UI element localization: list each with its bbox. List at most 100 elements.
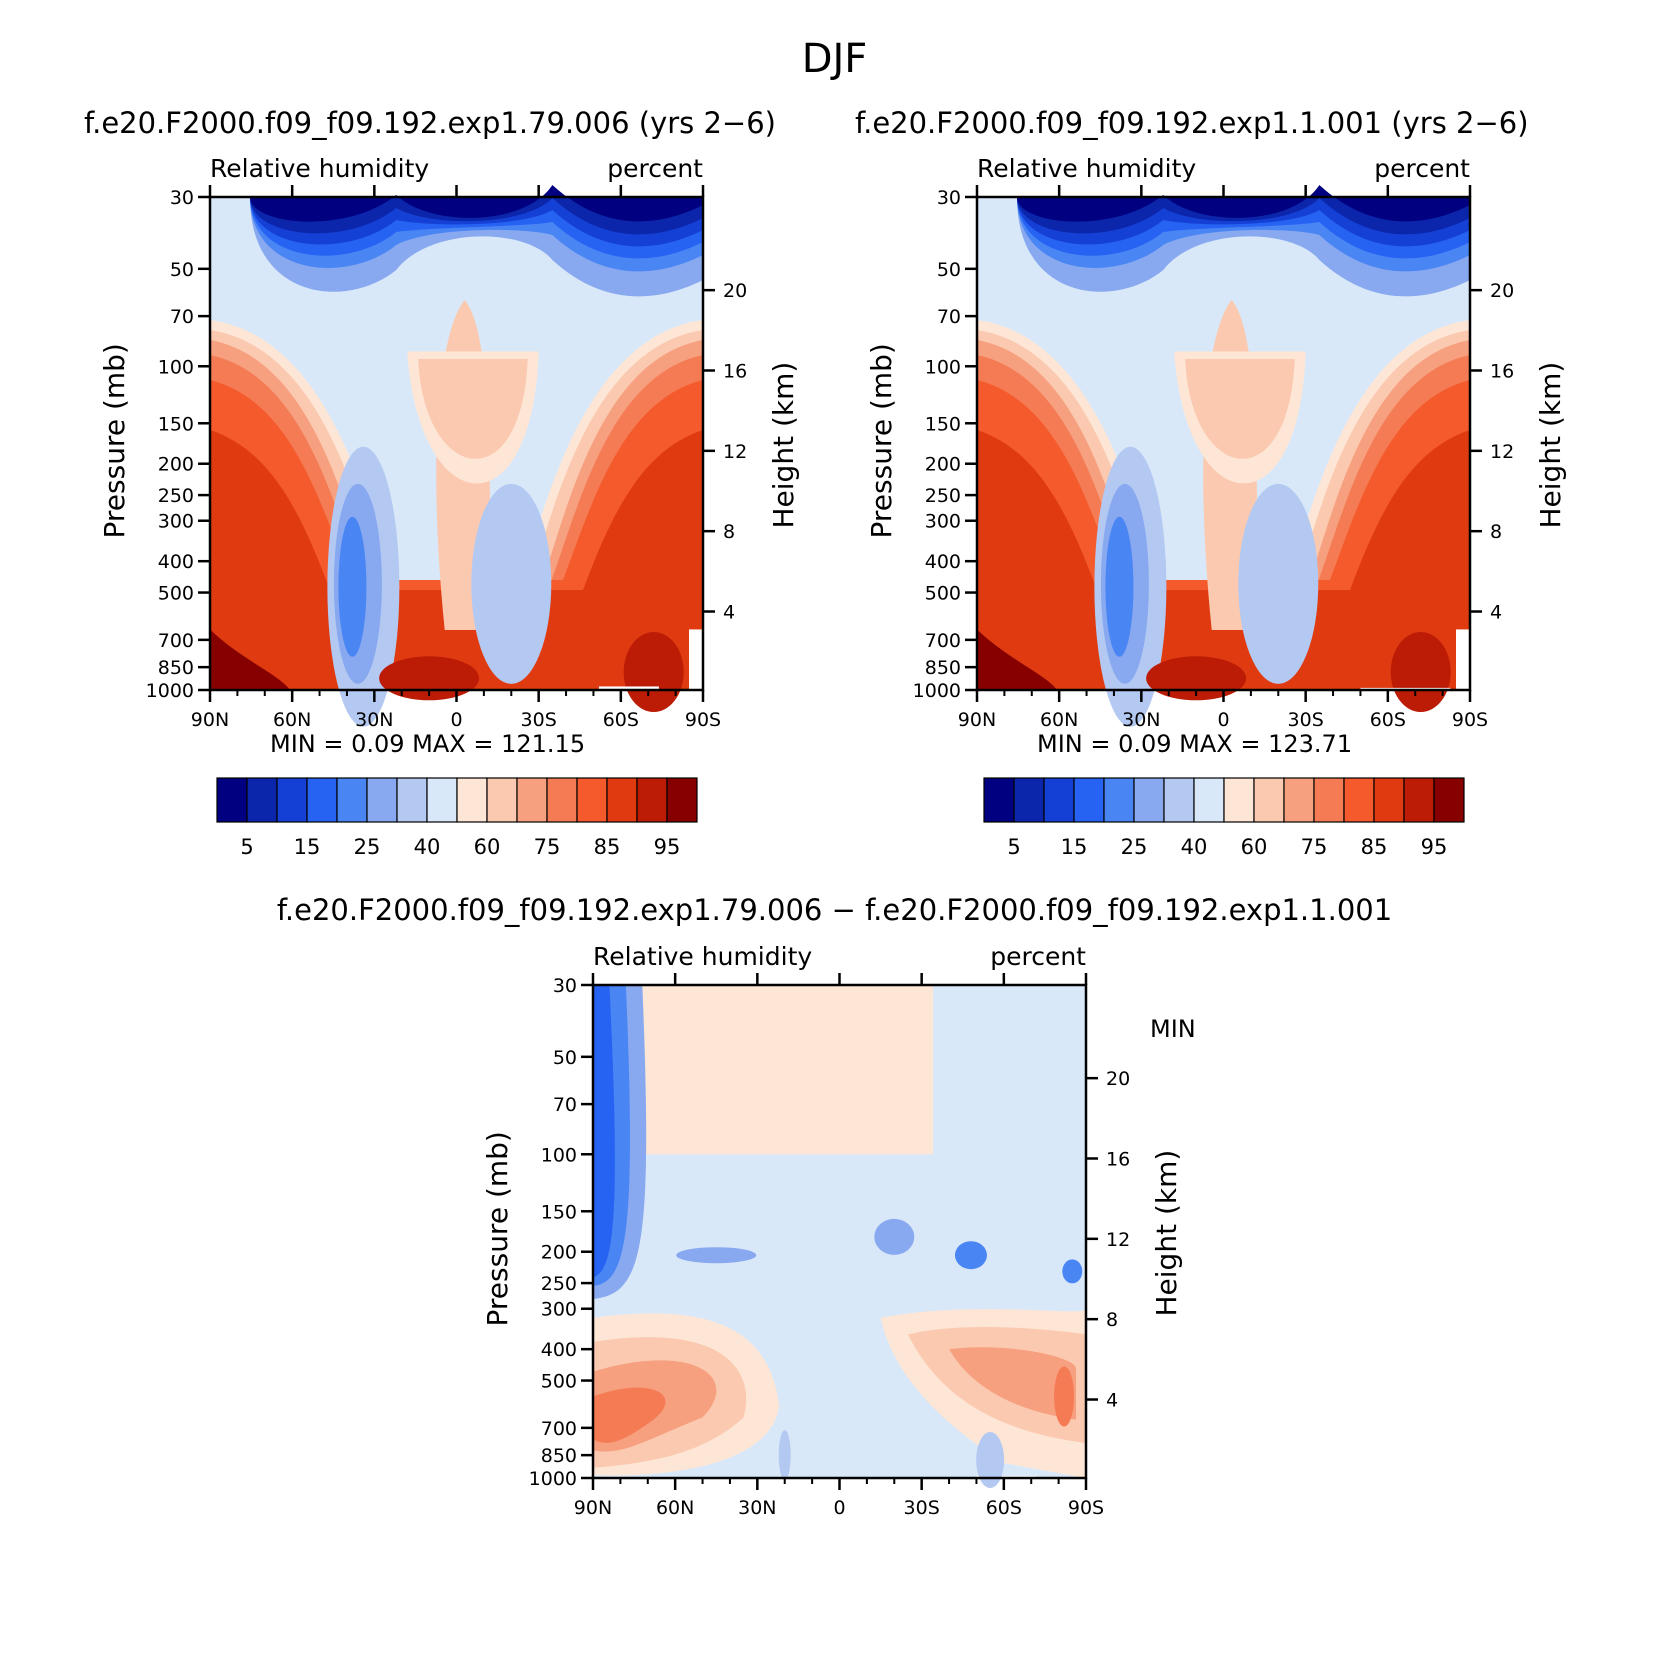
y-axis-label-right: Height (km) (1150, 1150, 1183, 1317)
colorbar-box (1343, 777, 1375, 823)
colorbar-label: 60 (1241, 835, 1268, 859)
y-tick-label: 300 (541, 1299, 577, 1321)
y-tick-label: 700 (925, 630, 961, 652)
y-tick-label: 100 (541, 1144, 577, 1166)
rh-field (210, 185, 703, 727)
colorbar-box (666, 777, 698, 823)
colorbar-label: 85 (594, 835, 621, 859)
x-tick-label: 90N (191, 709, 229, 731)
x-tick-label: 30S (521, 709, 557, 731)
field-blob (874, 1218, 915, 1255)
field-band (593, 985, 615, 1278)
panel-svg: 3050701001502002503004005007008501000201… (481, 942, 1203, 1519)
height-tick-label: 20 (1106, 1068, 1130, 1090)
height-tick-label: 16 (723, 360, 747, 382)
y-tick-label: 200 (541, 1242, 577, 1264)
field-band (1017, 185, 1470, 222)
colorbar-box (1073, 777, 1105, 823)
x-tick-label: 60N (273, 709, 311, 731)
height-tick-label: 8 (1106, 1309, 1118, 1331)
y-tick-label: 500 (158, 583, 194, 605)
field-missing (598, 686, 659, 690)
height-tick-label: 4 (1490, 602, 1502, 624)
field-blob (1062, 1259, 1083, 1284)
y-tick-label: 200 (925, 454, 961, 476)
min-max-label: MIN = 0.09 MAX = 121.15 (270, 730, 585, 758)
colorbar-label: 40 (1181, 835, 1208, 859)
x-tick-label: 30S (904, 1497, 940, 1519)
x-tick-label: 30N (355, 709, 393, 731)
y-axis-label: Pressure (mb) (481, 1131, 514, 1326)
x-tick-label: 0 (1217, 709, 1229, 731)
field-blob (1238, 483, 1319, 684)
colorbar-label: 85 (1361, 835, 1388, 859)
field-band (977, 629, 1057, 690)
panel-svg: 3050701001502002503004005007008501000201… (98, 154, 800, 859)
height-tick-label: 12 (1106, 1229, 1130, 1251)
y-tick-label: 250 (158, 485, 194, 507)
colorbar-box (456, 777, 488, 823)
y-tick-label: 50 (937, 259, 961, 281)
y-tick-label: 150 (925, 413, 961, 435)
field-blob (338, 516, 367, 657)
min-max-label: MIN = 0.09 MAX = 123.71 (1037, 730, 1352, 758)
height-tick-label: 20 (723, 280, 747, 302)
x-tick-label: 0 (450, 709, 462, 731)
y-axis-label: Pressure (mb) (865, 343, 898, 538)
y-tick-label: 100 (925, 356, 961, 378)
colorbar-box (336, 777, 368, 823)
height-tick-label: 12 (1490, 441, 1514, 463)
colorbar-box (516, 777, 548, 823)
figure-title: DJF (801, 36, 868, 82)
y-tick-label: 200 (158, 454, 194, 476)
panel-left-title: f.e20.F2000.f09_f09.192.exp1.79.006 (yrs… (84, 106, 776, 140)
y-tick-label: 150 (541, 1201, 577, 1223)
y-tick-label: 50 (170, 259, 194, 281)
left-string: Relative humidity (210, 154, 429, 183)
y-tick-label: 400 (925, 551, 961, 573)
y-tick-label: 70 (553, 1094, 577, 1116)
colorbar-box (486, 777, 518, 823)
left-string: Relative humidity (593, 942, 812, 971)
height-tick-label: 12 (723, 441, 747, 463)
left-string: Relative humidity (977, 154, 1196, 183)
colorbar-label: 15 (294, 835, 321, 859)
field-blob (778, 1430, 791, 1481)
x-tick-label: 60S (986, 1497, 1022, 1519)
colorbar-label: 40 (414, 835, 441, 859)
y-tick-label: 850 (541, 1445, 577, 1467)
height-tick-label: 4 (1106, 1390, 1118, 1412)
y-tick-label: 30 (937, 187, 961, 209)
min-max-label: MIN = −18.91 MAX = 11.79 (1150, 1015, 1203, 1043)
x-tick-label: 30N (1122, 709, 1160, 731)
colorbar-box (1043, 777, 1075, 823)
y-tick-label: 300 (925, 511, 961, 533)
x-tick-label: 90N (958, 709, 996, 731)
colorbar-box (276, 777, 308, 823)
right-string: percent (990, 942, 1086, 971)
x-tick-label: 90N (574, 1497, 612, 1519)
height-tick-label: 8 (723, 521, 735, 543)
y-tick-label: 1000 (529, 1468, 577, 1490)
field-blob (954, 1241, 987, 1270)
colorbar-label: 25 (1121, 835, 1148, 859)
rh-field (977, 185, 1470, 727)
y-tick-label: 300 (158, 511, 194, 533)
y-tick-label: 500 (925, 583, 961, 605)
colorbar-box (1403, 777, 1435, 823)
y-axis-label-right: Height (km) (1534, 362, 1567, 529)
colorbar-label: 95 (1421, 835, 1448, 859)
panel-right: 30 50 70 100 150 200 250 300 400 500 700 850 1000 20 1… (767, 0, 1587, 880)
field-missing (1456, 629, 1470, 690)
y-tick-label: 700 (541, 1418, 577, 1440)
x-tick-label: 60N (1040, 709, 1078, 731)
colorbar-box (1253, 777, 1285, 823)
colorbar-box (1103, 777, 1135, 823)
height-tick-label: 16 (1106, 1148, 1130, 1170)
colorbar-label: 5 (240, 835, 253, 859)
colorbar-label: 25 (354, 835, 381, 859)
field-missing (689, 629, 703, 690)
panel-diff-title: f.e20.F2000.f09_f09.192.exp1.79.006 − f.… (276, 893, 1393, 927)
y-tick-label: 70 (170, 306, 194, 328)
height-tick-label: 8 (1490, 521, 1502, 543)
